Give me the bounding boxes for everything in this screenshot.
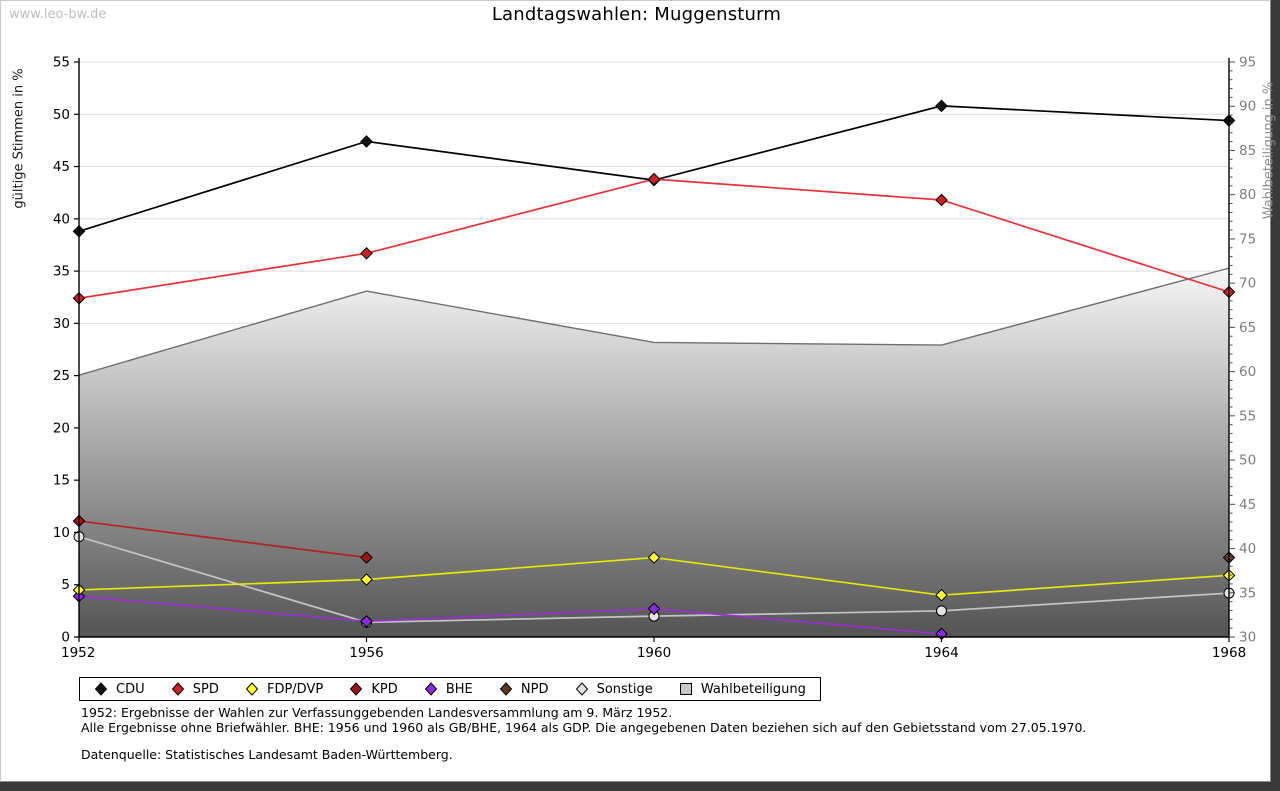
legend-label: Wahlbeteiligung	[700, 681, 806, 697]
legend-item-spd: SPD	[171, 682, 219, 697]
series-area-edge-wahlbeteiligung	[78, 267, 1230, 376]
legend-marker-icon	[499, 682, 513, 696]
right-tick-label: 60	[1239, 364, 1256, 380]
legend-item-npd: NPD	[499, 681, 549, 697]
legend-marker-icon	[350, 682, 363, 696]
legend-label: KPD	[371, 681, 398, 697]
right-tick-label: 75	[1239, 231, 1256, 247]
legend-label: BHE	[445, 681, 473, 697]
marker-bhe	[360, 615, 373, 628]
data-source-note: Datenquelle: Statistisches Landesamt Bad…	[81, 747, 453, 762]
marker-spd	[647, 172, 661, 186]
legend-item-sonstige: Sonstige	[575, 682, 653, 697]
right-tick-label: 40	[1239, 541, 1256, 557]
footer-notes: 1952: Ergebnisse der Wahlen zur Verfassu…	[81, 705, 1221, 763]
legend-item-kpd: KPD	[349, 681, 398, 697]
marker-fdp-dvp	[647, 551, 661, 564]
right-tick-label: 65	[1239, 320, 1256, 336]
marker-kpd	[360, 551, 373, 564]
left-tick-label: 15	[53, 473, 70, 489]
left-tick-label: 45	[53, 159, 70, 175]
left-tick-label: 5	[61, 577, 70, 593]
legend-label: NPD	[520, 681, 549, 697]
marker-spd	[360, 247, 373, 260]
left-tick-label: 25	[53, 368, 70, 384]
x-tick-label: 1952	[61, 645, 95, 661]
chart-title: Landtagswahlen: Muggensturm	[491, 4, 782, 25]
x-tick-label: 1968	[1212, 645, 1246, 661]
left-tick-label: 55	[53, 55, 70, 71]
legend-marker-icon	[94, 682, 108, 696]
marker-sonstige	[936, 605, 947, 617]
marker-spd	[935, 193, 948, 207]
legend-marker-icon	[424, 682, 438, 696]
right-tick-label: 95	[1239, 55, 1256, 71]
legend: CDU SPD FDP/DVP KPD BHE NPD Sonstige Wahlbeteil…	[79, 677, 821, 701]
legend-label: CDU	[116, 681, 145, 697]
legend-marker-icon	[575, 682, 588, 696]
watermark: www.leo-bw.de	[9, 7, 107, 22]
right-tick-label: 30	[1239, 630, 1256, 646]
legend-label: Sonstige	[596, 681, 653, 697]
marker-cdu	[935, 99, 948, 113]
legend-item-fdp-dvp: FDP/DVP	[245, 682, 323, 697]
legend-label: FDP/DVP	[266, 681, 324, 697]
x-tick-label: 1956	[349, 645, 383, 661]
marker-cdu	[360, 135, 373, 148]
plot-area: 0 5 10 15 20 25 30 35 40 45 50 55 30 35 40 45 50 55 60 65 70…	[53, 55, 1256, 662]
legend-item-cdu: CDU	[94, 682, 145, 697]
footer-note-1: 1952: Ergebnisse der Wahlen zur Verfassu…	[81, 705, 673, 720]
right-tick-label: 45	[1239, 497, 1256, 513]
x-tick-label: 1964	[924, 645, 958, 661]
series-line-bhe	[78, 595, 942, 635]
left-tick-label: 20	[53, 420, 70, 436]
series-area-wahlbeteiligung	[79, 268, 1229, 637]
right-tick-label: 85	[1239, 143, 1256, 159]
x-tick-label: 1960	[637, 645, 671, 661]
right-tick-label: 90	[1239, 99, 1256, 115]
series-line-cdu	[78, 105, 1230, 233]
left-tick-label: 50	[53, 107, 70, 123]
legend-item-bhe: BHE	[424, 682, 473, 697]
marker-fdp-dvp	[935, 588, 948, 602]
legend-marker-icon	[245, 682, 259, 696]
left-tick-label: 40	[53, 211, 70, 227]
footer-note-2: Alle Ergebnisse ohne Briefwähler. BHE: 1…	[81, 719, 1087, 735]
legend-marker-icon	[679, 683, 692, 695]
left-tick-label: 0	[61, 630, 70, 646]
right-tick-label: 55	[1239, 408, 1256, 424]
series-line-kpd	[78, 520, 367, 559]
marker-bhe	[647, 602, 661, 616]
left-tick-label: 35	[53, 264, 70, 280]
left-tick-label: 10	[53, 525, 70, 541]
marker-fdp-dvp	[360, 573, 373, 586]
legend-item-wahlbeteiligung: Wahlbeteiligung	[679, 682, 806, 697]
right-tick-label: 70	[1239, 276, 1256, 292]
series-line-spd	[78, 178, 1230, 300]
right-tick-label: 80	[1239, 187, 1256, 203]
legend-label: SPD	[192, 681, 219, 697]
right-tick-label: 50	[1239, 453, 1256, 469]
right-tick-label: 35	[1239, 585, 1256, 601]
left-tick-label: 30	[53, 316, 70, 332]
legend-marker-icon	[171, 682, 184, 696]
